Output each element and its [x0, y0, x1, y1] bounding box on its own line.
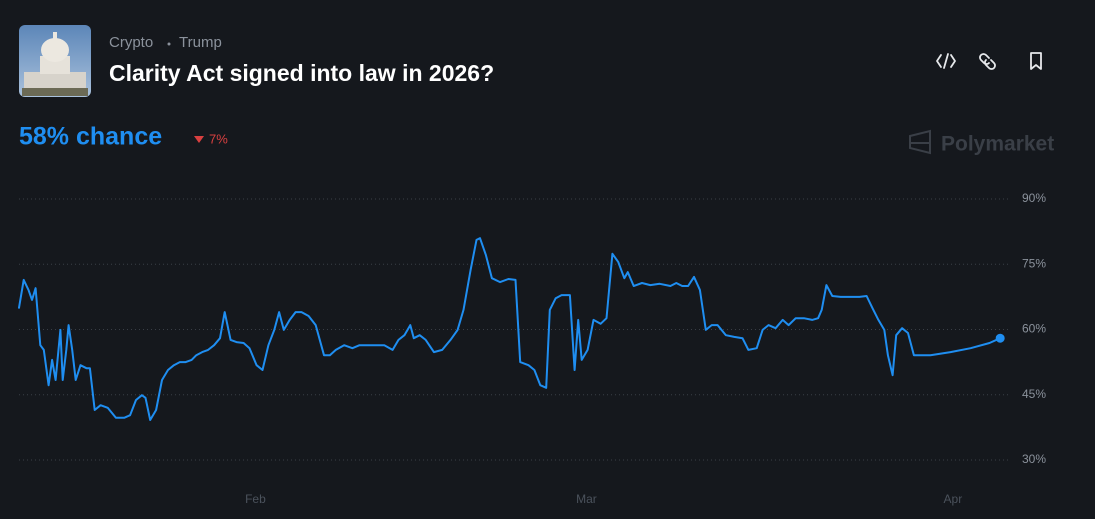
- embed-icon[interactable]: [936, 53, 956, 69]
- price-line: [18, 237, 1002, 421]
- separator: [167, 42, 171, 46]
- x-tick-label: Feb: [245, 492, 266, 506]
- market-title: Clarity Act signed into law in 2026?: [109, 60, 494, 86]
- y-tick-label: 45%: [1022, 387, 1046, 401]
- tag[interactable]: Trump: [179, 34, 222, 51]
- bookmark-icon[interactable]: [1030, 52, 1042, 70]
- down-arrow: [194, 136, 204, 143]
- chance: 58% chance: [19, 123, 162, 151]
- brand-logo: [909, 129, 931, 155]
- brand: Polymarket: [941, 133, 1054, 156]
- market-image: [19, 25, 91, 97]
- y-tick-label: 75%: [1022, 256, 1046, 270]
- x-tick-label: Mar: [576, 492, 597, 506]
- category[interactable]: Crypto: [109, 34, 153, 51]
- end-point: [995, 333, 1005, 343]
- y-tick-label: 30%: [1022, 452, 1046, 466]
- link-icon[interactable]: [979, 53, 996, 70]
- change: 7%: [209, 131, 228, 146]
- x-tick-label: Apr: [944, 492, 963, 506]
- y-tick-label: 90%: [1022, 191, 1046, 205]
- y-tick-label: 60%: [1022, 322, 1046, 336]
